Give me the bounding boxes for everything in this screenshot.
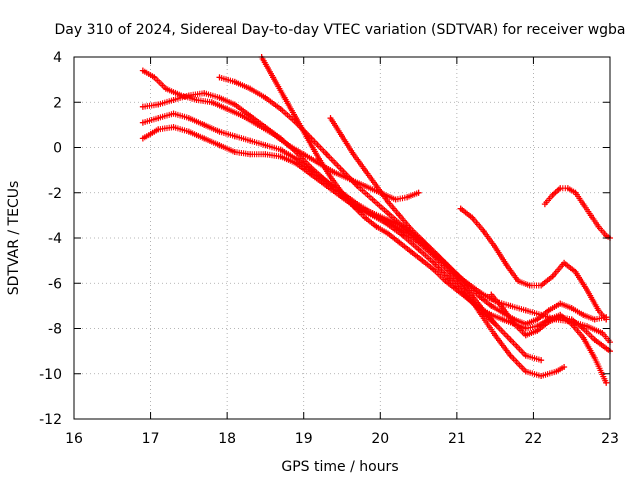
data-layer (139, 54, 613, 386)
y-tick-label: -8 (48, 322, 62, 338)
y-tick-label: -6 (48, 276, 62, 292)
series-track-4 (139, 124, 568, 380)
chart-title: Day 310 of 2024, Sidereal Day-to-day VTE… (54, 22, 625, 38)
y-tick-label: -12 (39, 412, 62, 428)
y-tick-label: 2 (53, 95, 62, 111)
x-tick-label: 22 (525, 431, 543, 447)
series-track-2 (139, 90, 499, 327)
series-track (139, 90, 499, 327)
series-track (488, 291, 613, 355)
series-track-9 (541, 185, 613, 241)
x-axis-label: GPS time / hours (281, 459, 398, 475)
y-tick-label: 4 (53, 50, 62, 66)
x-tick-label: 23 (601, 431, 619, 447)
y-tick-label: -10 (39, 367, 62, 383)
y-tick-label: -2 (48, 186, 62, 202)
series-track (541, 185, 613, 241)
series-track (139, 124, 568, 379)
x-tick-label: 19 (295, 431, 313, 447)
series-track-7 (327, 115, 610, 327)
series-track-10 (488, 291, 613, 355)
series-track (216, 74, 613, 346)
series-track (258, 54, 610, 386)
series-track (457, 205, 610, 323)
grid-layer (74, 57, 610, 419)
y-tick-label: 0 (53, 141, 62, 157)
x-tick-label: 18 (218, 431, 236, 447)
series-track-3 (139, 110, 545, 364)
x-tick-label: 21 (448, 431, 466, 447)
series-track (327, 115, 610, 327)
series-track (139, 110, 545, 364)
x-tick-label: 20 (371, 431, 389, 447)
series-track-8 (457, 205, 610, 323)
x-tick-label: 16 (65, 431, 83, 447)
series-track-5 (216, 74, 613, 346)
x-tick-label: 17 (142, 431, 160, 447)
series-track-6 (258, 54, 610, 386)
y-tick-label: -4 (48, 231, 62, 247)
y-axis-label: SDTVAR / TECUs (6, 181, 22, 296)
